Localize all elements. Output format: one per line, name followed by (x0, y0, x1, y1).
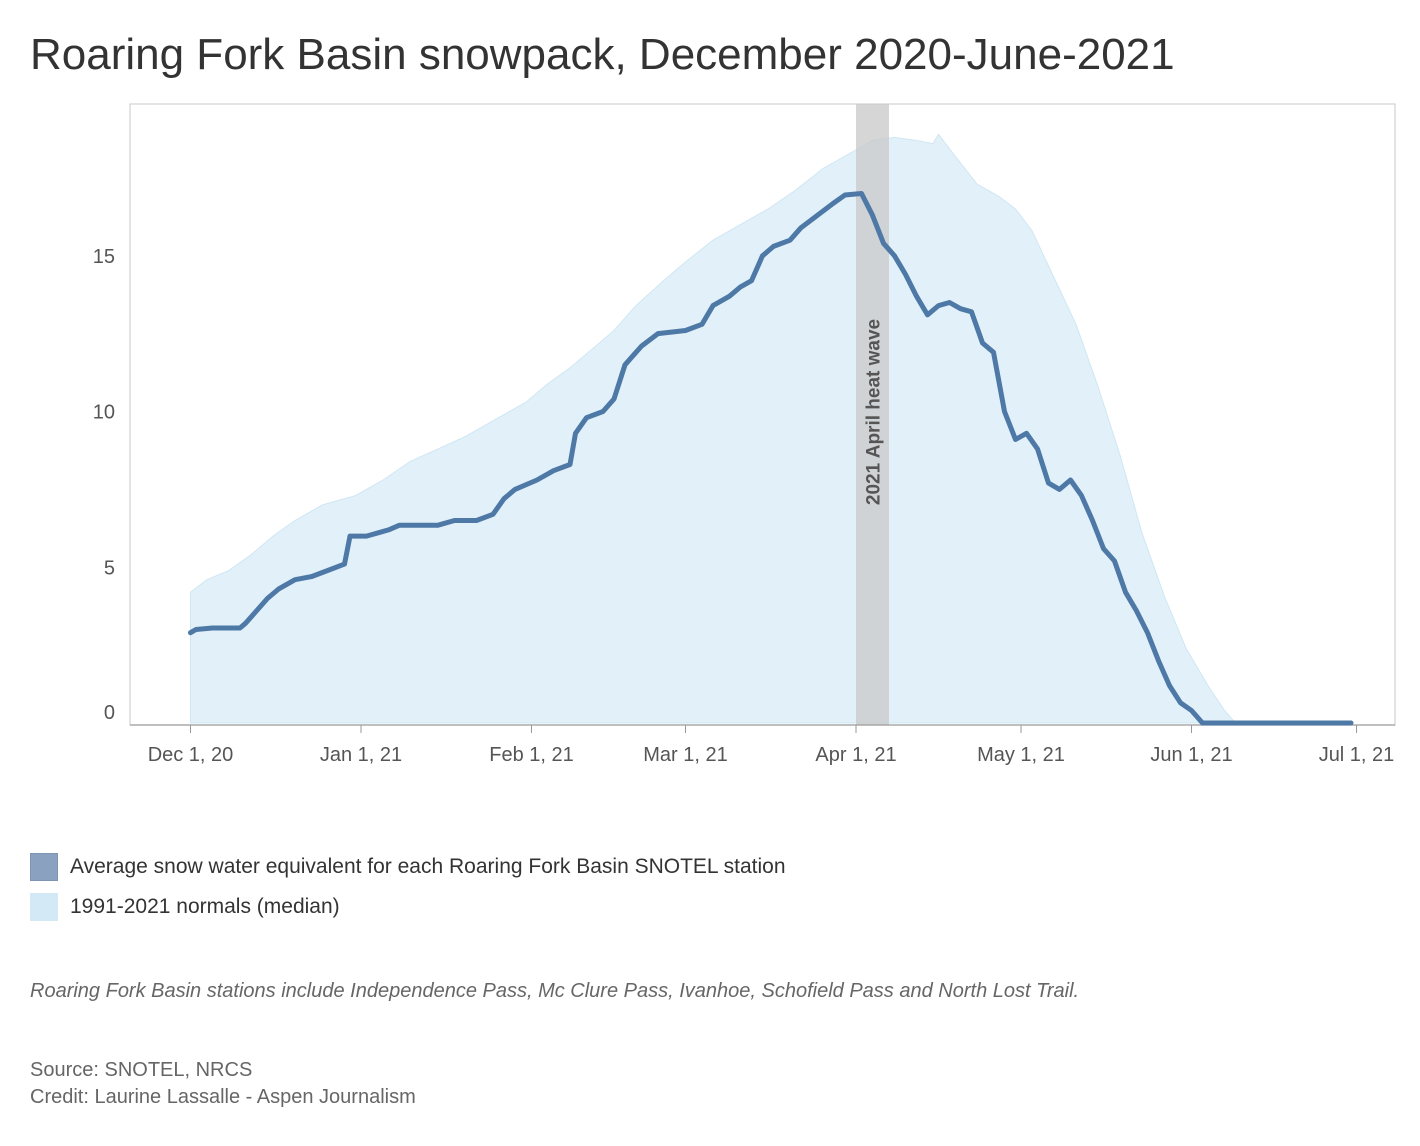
swe-line (188, 191, 1354, 726)
x-tick-label: Dec 1, 20 (148, 744, 234, 766)
y-tick-label: 0 (104, 702, 115, 724)
legend-swatch-swe (30, 853, 58, 881)
legend-item-normals[interactable]: 1991-2021 normals (median) (30, 892, 786, 922)
x-tick-label: Jun 1, 21 (1150, 744, 1232, 766)
x-tick-label: Jul 1, 21 (1319, 744, 1395, 766)
chart-title: Roaring Fork Basin snowpack, December 20… (30, 30, 1175, 79)
credit-text: Credit: Laurine Lassalle - Aspen Journal… (30, 1086, 416, 1108)
normals-area (190, 133, 1351, 724)
legend-swatch-normals (30, 893, 58, 921)
chart-svg: 2021 April heat wave 0 5 10 15 Dec 1, 20 Jan 1… (93, 103, 1396, 766)
source-text: Source: SNOTEL, NRCS (30, 1059, 253, 1081)
y-tick-label: 5 (104, 557, 115, 579)
legend: Average snow water equivalent for each R… (30, 852, 786, 932)
x-tick-label: Jan 1, 21 (320, 744, 402, 766)
x-tick-label: Apr 1, 21 (815, 744, 896, 766)
source-block: Source: SNOTEL, NRCS Credit: Laurine Las… (30, 1057, 416, 1111)
y-tick-label: 10 (93, 402, 115, 424)
legend-label-normals: 1991-2021 normals (median) (70, 895, 340, 918)
y-tick-label: 15 (93, 246, 115, 268)
heat-wave-label: 2021 April heat wave (864, 319, 885, 505)
stations-note: Roaring Fork Basin stations include Inde… (30, 980, 1080, 1002)
heat-wave-band (856, 104, 889, 725)
x-tick-label: Feb 1, 21 (489, 744, 574, 766)
x-tick-label: Mar 1, 21 (643, 744, 727, 766)
legend-item-swe[interactable]: Average snow water equivalent for each R… (30, 852, 786, 882)
legend-label-swe: Average snow water equivalent for each R… (70, 855, 786, 878)
x-tick-label: May 1, 21 (977, 744, 1065, 766)
